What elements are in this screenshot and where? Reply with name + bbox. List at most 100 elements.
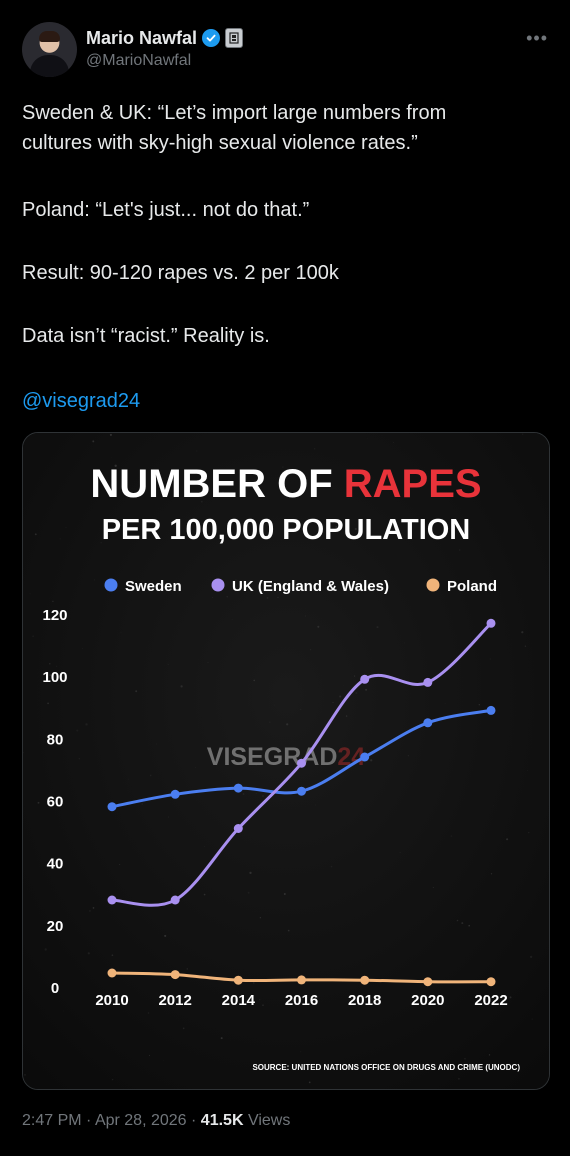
texture-speck: [23, 751, 24, 754]
texture-speck: [368, 533, 371, 536]
x-tick-label: 2016: [285, 992, 318, 1009]
texture-speck: [263, 1066, 266, 1069]
texture-speck: [204, 846, 205, 847]
chart-svg: NUMBER OF RAPES PER 100,000 POPULATION S…: [23, 433, 549, 1089]
author-handle[interactable]: @MarioNawfal: [86, 52, 192, 69]
texture-speck: [332, 701, 334, 704]
texture-speck: [262, 1004, 264, 1007]
more-options-icon[interactable]: •••: [526, 28, 548, 48]
avatar[interactable]: [22, 22, 77, 77]
texture-speck: [277, 596, 279, 599]
texture-speck: [393, 442, 395, 444]
series-point-2-6: [486, 977, 496, 987]
texture-speck: [182, 1027, 185, 1030]
meta-separator: ·: [86, 1112, 92, 1129]
series-point-2-5: [423, 977, 433, 987]
chart-series-points: [107, 618, 496, 987]
texture-speck: [259, 917, 261, 919]
texture-speck: [376, 626, 379, 629]
texture-speck: [203, 893, 206, 896]
avatar-suit: [30, 55, 69, 77]
texture-speck: [317, 625, 320, 628]
series-point-0-6: [486, 705, 496, 715]
texture-speck: [366, 437, 368, 439]
texture-speck: [365, 688, 368, 691]
texture-speck: [88, 909, 91, 912]
texture-speck: [308, 1081, 311, 1084]
y-tick-label: 0: [51, 980, 59, 997]
y-tick-label: 80: [47, 731, 64, 748]
texture-speck: [339, 695, 342, 698]
texture-speck: [355, 691, 358, 695]
series-point-1-4: [360, 674, 370, 684]
texture-speck: [147, 1012, 150, 1014]
affiliate-badge-icon[interactable]: [225, 28, 244, 48]
texture-speck: [315, 804, 317, 806]
texture-speck: [93, 579, 96, 581]
texture-speck: [167, 816, 169, 818]
texture-speck: [489, 658, 491, 660]
texture-speck: [200, 500, 203, 503]
texture-speck: [282, 466, 284, 468]
texture-speck: [76, 729, 79, 732]
texture-speck: [253, 679, 255, 682]
texture-speck: [49, 663, 51, 665]
texture-speck: [283, 892, 286, 896]
texture-speck: [457, 1077, 460, 1080]
texture-speck: [490, 873, 493, 875]
texture-speck: [34, 533, 37, 536]
texture-speck: [403, 642, 405, 644]
x-tick-label: 2018: [348, 992, 381, 1009]
verified-badge-icon[interactable]: [202, 29, 221, 47]
texture-speck: [78, 758, 80, 760]
texture-speck: [149, 774, 152, 777]
post-text-line-4: Result: 90-120 rapes vs. 2 per 100k: [22, 262, 339, 284]
texture-speck: [52, 600, 54, 603]
texture-speck: [521, 631, 524, 634]
texture-speck: [186, 968, 189, 970]
post-media-image[interactable]: NUMBER OF RAPES PER 100,000 POPULATION S…: [22, 432, 550, 1090]
texture-speck: [450, 835, 453, 837]
texture-speck: [253, 982, 255, 984]
texture-speck: [269, 721, 271, 723]
texture-speck: [478, 704, 480, 706]
texture-speck: [459, 549, 461, 551]
series-point-0-4: [360, 752, 370, 762]
post-date[interactable]: Apr 28, 2026: [94, 1112, 187, 1129]
texture-speck: [527, 770, 529, 771]
texture-speck: [407, 755, 409, 757]
texture-speck: [456, 919, 459, 922]
texture-speck: [280, 800, 282, 802]
texture-speck: [314, 448, 316, 450]
texture-speck: [120, 632, 122, 633]
texture-speck: [242, 793, 245, 795]
texture-speck: [85, 723, 88, 726]
texture-speck: [180, 685, 183, 688]
post-meta: 2:47 PM · Apr 28, 2026 · 41.5K Views: [22, 1112, 290, 1130]
author-display-name[interactable]: Mario Nawfal: [86, 27, 198, 48]
texture-speck: [81, 647, 83, 649]
series-point-0-1: [170, 789, 180, 799]
y-tick-label: 60: [47, 794, 64, 811]
post-time[interactable]: 2:47 PM: [22, 1112, 82, 1129]
avatar-hair: [39, 31, 60, 42]
texture-speck: [375, 535, 378, 538]
texture-speck: [444, 702, 446, 704]
texture-speck: [226, 596, 228, 598]
texture-speck: [235, 578, 237, 581]
legend-label-1: UK (England & Wales): [232, 578, 389, 595]
chart-legend: Sweden UK (England & Wales) Poland: [104, 578, 497, 595]
texture-speck: [196, 450, 198, 452]
texture-speck: [56, 665, 58, 667]
post-text-line-3: Poland: “Let's just... not do that.”: [22, 199, 310, 221]
chart-source: SOURCE: UNITED NATIONS OFFICE ON DRUGS A…: [252, 1063, 520, 1072]
texture-speck: [141, 803, 144, 805]
texture-speck: [111, 1078, 114, 1081]
x-tick-label: 2022: [474, 992, 507, 1009]
texture-speck: [286, 723, 289, 726]
texture-speck: [255, 793, 257, 794]
series-point-0-3: [297, 786, 306, 796]
texture-speck: [49, 674, 51, 676]
texture-speck: [63, 1010, 64, 1012]
mention-link[interactable]: @visegrad24: [22, 390, 141, 412]
